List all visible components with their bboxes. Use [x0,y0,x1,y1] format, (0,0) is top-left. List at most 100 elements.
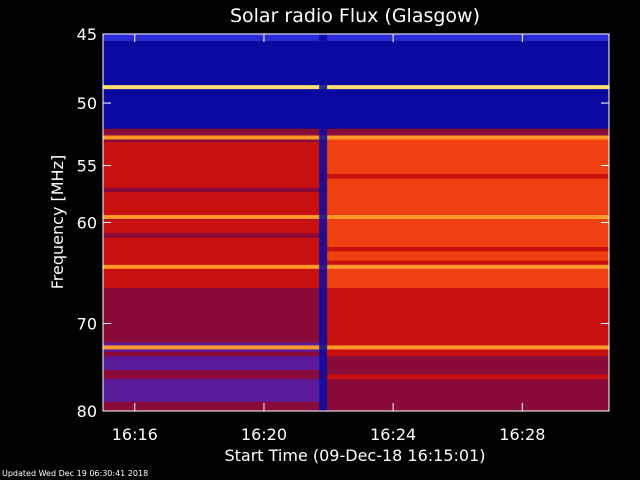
heatmap-cell [103,360,326,367]
heatmap-cell [103,374,326,380]
heatmap-cell [325,401,609,408]
heatmap-cell [325,187,609,193]
heatmap-cell [325,347,609,353]
heatmap-cell [325,210,609,216]
heatmap-cell [325,328,609,335]
heatmap-cell [325,173,609,180]
heatmap-cell [103,306,326,312]
y-tick-label: 60 [77,214,97,233]
heatmap-cell [325,169,609,175]
heatmap-cell [325,351,609,357]
heatmap-cell [103,319,326,325]
heatmap-cell [325,251,609,257]
chart-title: Solar radio Flux (Glasgow) [230,5,480,27]
heatmap-cell [325,292,609,298]
data-gap [319,34,328,411]
x-tick-label: 16:16 [112,425,158,444]
heatmap-cell [103,397,326,403]
y-tick-label: 70 [77,315,97,334]
x-axis: 16:16 16:20 16:24 16:28 [112,34,545,444]
heatmap-cell [325,342,609,348]
heatmap-cell [325,379,609,385]
heatmap-cell [325,269,609,275]
heatmap-cell [325,192,609,198]
heatmap-cell [325,155,609,161]
heatmap-cell [325,196,609,202]
heatmap-cell [325,360,609,367]
heatmap-cell [103,173,326,180]
heatmap-cell [325,224,609,230]
heatmap-cell [103,256,326,262]
heatmap-cell [325,219,609,225]
heatmap-cell [325,233,609,239]
heatmap-cell [325,242,609,248]
heatmap-cell [103,292,326,298]
heatmap-cell [103,278,326,284]
emission-line [103,264,609,269]
heatmap-cell [103,342,326,348]
heatmap-cell [325,151,609,157]
heatmap-cell [103,269,326,275]
heatmap-cell [103,201,326,207]
heatmap-cell [325,406,609,412]
heatmap-cell [325,178,609,184]
heatmap-cell [103,151,326,157]
heatmap-cell [103,146,326,152]
emission-line [103,215,609,220]
heatmap-cell [103,192,326,198]
heatmap-cell [325,338,609,344]
heatmap-cell [325,146,609,152]
heatmap-cell [103,297,326,303]
heatmap-cell [103,41,609,129]
heatmap-cell [103,260,326,266]
heatmap-cell [325,142,609,148]
heatmap-cell [325,369,609,376]
heatmap-cell [103,237,326,243]
x-tick-label: 16:24 [370,425,416,444]
y-tick-label: 50 [77,94,97,113]
heatmap-cell [103,392,326,398]
heatmap-cell [103,242,326,248]
heatmap-cell [103,128,609,138]
heatmap-cell [103,178,326,184]
heatmap-cell [103,324,326,330]
heatmap-cell [325,237,609,243]
x-tick-label: 16:28 [499,425,545,444]
heatmap-cell [103,315,326,321]
heatmap-cell [325,356,609,362]
heatmap-cell [325,383,609,389]
heatmap-cell [103,228,326,234]
heatmap-cell [103,365,326,371]
heatmap-cell [325,160,609,166]
heatmap-cell [325,260,609,266]
heatmap-cell [325,274,609,280]
heatmap-cell [103,347,326,353]
x-tick-label: 16:20 [241,425,287,444]
heatmap-cell [325,201,609,207]
heatmap-cell [325,137,609,143]
heatmap-cell [325,246,609,253]
heatmap-cell [103,333,326,339]
heatmap-cell [325,374,609,380]
heatmap-cell [103,219,326,225]
heatmap-cell [325,283,609,289]
heatmap-cell [103,379,326,385]
heatmap-cell [325,324,609,330]
heatmap-cell [325,397,609,403]
heatmap-cell [325,315,609,321]
heatmap-cell [103,274,326,280]
emission-line [103,345,609,350]
heatmap-cell [103,401,326,408]
emission-line [103,135,609,140]
heatmap-cell [103,142,326,148]
heatmap-cell [103,183,326,189]
heatmap-cell [325,228,609,234]
heatmap-cell [103,251,326,257]
heatmap-cell [325,333,609,339]
heatmap-cell [325,278,609,284]
emission-line [103,85,609,90]
heatmap-cell [325,164,609,171]
y-tick-label: 80 [77,402,97,421]
heatmap-cell [103,137,326,143]
